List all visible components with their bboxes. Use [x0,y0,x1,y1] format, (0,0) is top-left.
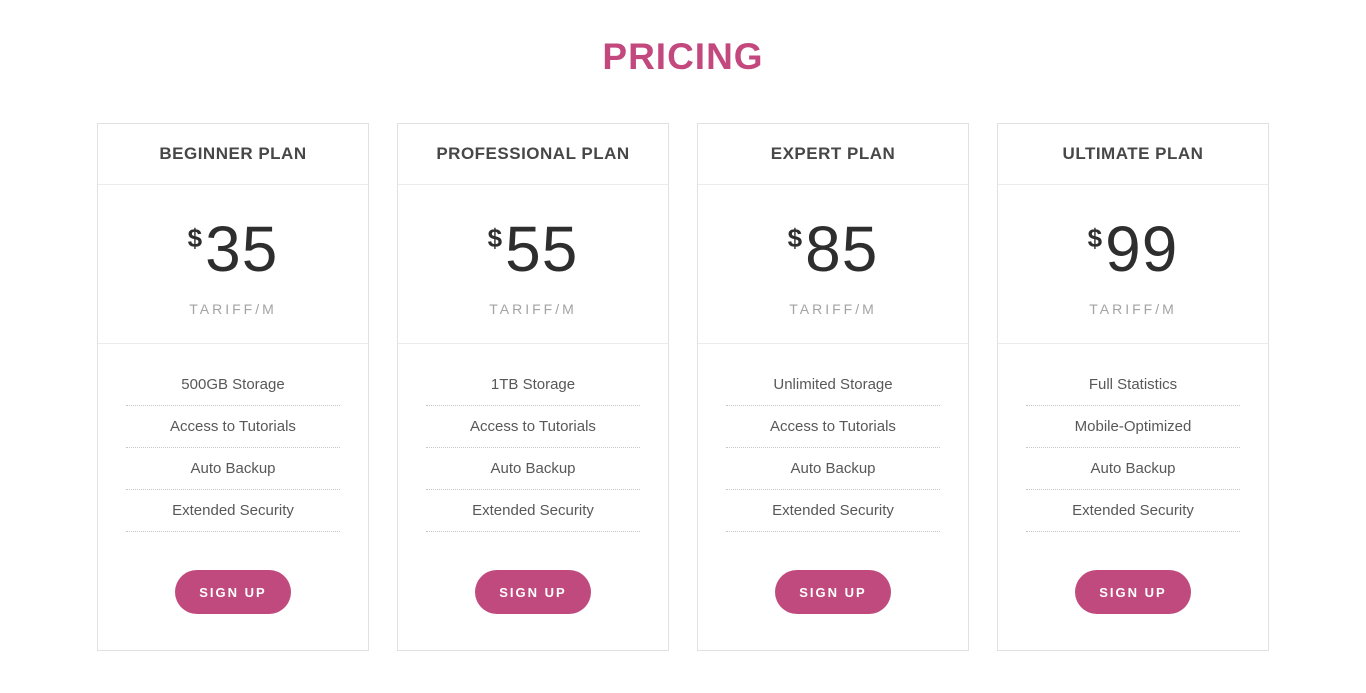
pricing-card-professional: PROFESSIONAL PLAN $ 55 TARIFF/M 1TB Stor… [397,123,669,651]
feature-item: Extended Security [126,490,340,532]
plan-name: ULTIMATE PLAN [1062,144,1204,163]
sign-up-button-beginner[interactable]: SIGN UP [175,570,291,614]
feature-item: Auto Backup [426,448,640,490]
button-row: SIGN UP [398,570,668,614]
price-period: TARIFF/M [489,301,577,317]
feature-item: Auto Backup [726,448,940,490]
pricing-card-ultimate: ULTIMATE PLAN $ 99 TARIFF/M Full Statist… [997,123,1269,651]
feature-item: Access to Tutorials [126,406,340,448]
price: $ 99 [1088,217,1179,281]
feature-item: 1TB Storage [426,364,640,406]
price: $ 85 [788,217,879,281]
feature-list: Full Statistics Mobile-Optimized Auto Ba… [1026,364,1240,532]
price-period: TARIFF/M [789,301,877,317]
feature-item: Full Statistics [1026,364,1240,406]
plan-name: BEGINNER PLAN [159,144,307,163]
price-section: $ 85 TARIFF/M [698,185,968,344]
price-section: $ 35 TARIFF/M [98,185,368,344]
currency-symbol: $ [787,223,803,253]
currency-symbol: $ [1087,223,1103,253]
feature-item: Extended Security [426,490,640,532]
currency-symbol: $ [487,223,503,253]
plan-name: EXPERT PLAN [770,144,896,163]
pricing-cards-container: BEGINNER PLAN $ 35 TARIFF/M 500GB Storag… [0,123,1366,651]
feature-item: 500GB Storage [126,364,340,406]
button-row: SIGN UP [98,570,368,614]
price-section: $ 99 TARIFF/M [998,185,1268,344]
pricing-card-beginner: BEGINNER PLAN $ 35 TARIFF/M 500GB Storag… [97,123,369,651]
price: $ 55 [488,217,579,281]
currency-symbol: $ [187,223,203,253]
price-period: TARIFF/M [189,301,277,317]
plan-header: BEGINNER PLAN [98,124,368,185]
sign-up-button-ultimate[interactable]: SIGN UP [1075,570,1191,614]
price-amount: 35 [205,213,279,285]
price-period: TARIFF/M [1089,301,1177,317]
feature-item: Access to Tutorials [426,406,640,448]
sign-up-button-professional[interactable]: SIGN UP [475,570,591,614]
price: $ 35 [188,217,279,281]
plan-header: ULTIMATE PLAN [998,124,1268,185]
pricing-card-expert: EXPERT PLAN $ 85 TARIFF/M Unlimited Stor… [697,123,969,651]
feature-item: Access to Tutorials [726,406,940,448]
sign-up-button-expert[interactable]: SIGN UP [775,570,891,614]
feature-item: Extended Security [726,490,940,532]
price-amount: 55 [505,213,579,285]
button-row: SIGN UP [698,570,968,614]
feature-item: Auto Backup [1026,448,1240,490]
price-amount: 99 [1105,213,1179,285]
plan-header: PROFESSIONAL PLAN [398,124,668,185]
page-title: PRICING [602,36,764,77]
plan-header: EXPERT PLAN [698,124,968,185]
feature-list: Unlimited Storage Access to Tutorials Au… [726,364,940,532]
plan-name: PROFESSIONAL PLAN [436,144,630,163]
feature-item: Extended Security [1026,490,1240,532]
button-row: SIGN UP [998,570,1268,614]
feature-list: 1TB Storage Access to Tutorials Auto Bac… [426,364,640,532]
feature-item: Mobile-Optimized [1026,406,1240,448]
feature-list: 500GB Storage Access to Tutorials Auto B… [126,364,340,532]
price-section: $ 55 TARIFF/M [398,185,668,344]
price-amount: 85 [805,213,879,285]
feature-item: Unlimited Storage [726,364,940,406]
feature-item: Auto Backup [126,448,340,490]
